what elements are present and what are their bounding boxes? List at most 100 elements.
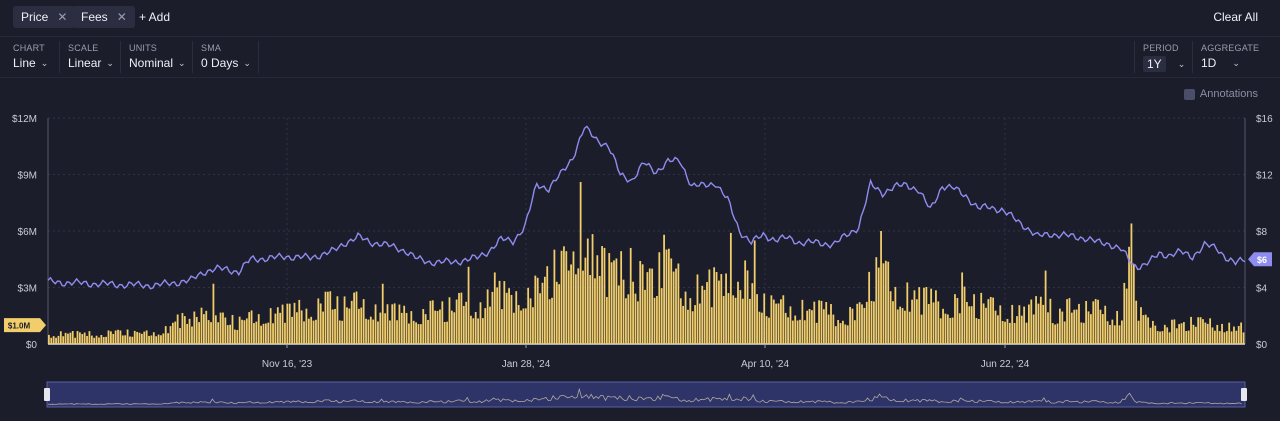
fees-bar bbox=[567, 270, 570, 344]
units-select[interactable]: UNITS Nominal ⌄ bbox=[129, 43, 186, 75]
scale-label: SCALE bbox=[68, 43, 99, 53]
add-metric-button[interactable]: + Add bbox=[139, 10, 171, 24]
period-select[interactable]: PERIOD 1Y ⌄ bbox=[1143, 43, 1185, 75]
fees-bar bbox=[403, 305, 406, 344]
fees-bar bbox=[1018, 305, 1021, 344]
fees-bar bbox=[970, 306, 973, 344]
chart-type-select[interactable]: CHART Line ⌄ bbox=[13, 43, 48, 75]
fees-bar bbox=[725, 273, 727, 344]
fees-bar bbox=[57, 335, 60, 344]
aggregate-select[interactable]: AGGREGATE 1D ⌄ bbox=[1201, 43, 1259, 75]
y-tick-label: $0 bbox=[26, 340, 38, 351]
divider bbox=[59, 41, 60, 73]
fees-bar bbox=[98, 337, 100, 344]
fees-bar bbox=[62, 336, 65, 344]
fees-bar bbox=[546, 266, 549, 344]
fees-bar bbox=[465, 301, 468, 344]
fees-bar bbox=[138, 332, 141, 344]
fees-bar bbox=[369, 316, 372, 344]
fees-bar bbox=[1235, 330, 1238, 344]
fees-bar bbox=[653, 297, 656, 344]
clear-all-button[interactable]: Clear All bbox=[1213, 10, 1258, 24]
fees-bar bbox=[1221, 323, 1223, 344]
fees-bar bbox=[1118, 325, 1121, 344]
fees-bar bbox=[911, 299, 913, 344]
fees-bar bbox=[603, 247, 606, 344]
fees-bar bbox=[267, 322, 270, 344]
annotations-toggle[interactable]: Annotations bbox=[1183, 88, 1258, 100]
fees-bar bbox=[1109, 324, 1111, 344]
fees-bar bbox=[143, 331, 146, 344]
fees-bar bbox=[427, 319, 429, 344]
fees-bar bbox=[660, 288, 663, 344]
fees-bar bbox=[338, 320, 341, 344]
chip-fees[interactable]: Fees ✕ bbox=[73, 6, 135, 28]
fees-bar bbox=[997, 315, 999, 344]
fees-bar bbox=[751, 283, 754, 344]
fees-bar bbox=[548, 299, 551, 344]
fees-bar bbox=[901, 308, 904, 344]
fees-bar bbox=[124, 335, 127, 344]
fees-bar bbox=[74, 337, 77, 344]
fees-bar bbox=[720, 274, 723, 344]
fees-bar bbox=[472, 318, 475, 344]
fees-bar bbox=[1242, 332, 1245, 344]
fees-bar bbox=[1106, 321, 1109, 344]
close-icon[interactable]: ✕ bbox=[116, 10, 127, 24]
close-icon[interactable]: ✕ bbox=[57, 10, 68, 24]
y-tick-label: $12M bbox=[12, 114, 37, 125]
fees-bar bbox=[982, 303, 985, 344]
fees-bar bbox=[663, 234, 665, 344]
fees-bar bbox=[524, 308, 527, 344]
fees-bar bbox=[665, 249, 668, 344]
fees-bar bbox=[248, 312, 251, 344]
fees-bar bbox=[1032, 314, 1035, 344]
fees-bar bbox=[994, 310, 997, 344]
sma-select[interactable]: SMA 0 Days ⌄ bbox=[201, 43, 251, 75]
chevron-down-icon: ⌄ bbox=[178, 57, 186, 68]
fees-bar bbox=[873, 301, 875, 344]
fees-bar bbox=[577, 268, 580, 344]
fees-bar bbox=[453, 312, 456, 344]
fees-bar bbox=[412, 320, 415, 344]
fees-bar bbox=[1187, 330, 1190, 344]
fees-bar bbox=[257, 314, 260, 344]
fees-bar bbox=[348, 308, 351, 344]
fees-bar bbox=[658, 252, 661, 344]
fees-bar bbox=[55, 337, 57, 344]
fees-bar bbox=[291, 316, 293, 344]
fees-bar bbox=[1023, 306, 1026, 344]
fees-bar bbox=[346, 307, 348, 344]
fees-bar bbox=[496, 287, 499, 344]
fees-bar bbox=[109, 331, 112, 344]
fees-bar bbox=[896, 309, 899, 344]
fees-bar bbox=[1001, 320, 1004, 344]
fees-bar bbox=[1016, 316, 1018, 344]
fees-bar bbox=[126, 329, 129, 344]
fees-bar bbox=[193, 311, 196, 344]
fees-bar bbox=[1218, 331, 1221, 344]
fees-bar bbox=[894, 286, 897, 344]
fees-bar bbox=[95, 335, 98, 344]
fees-bar bbox=[701, 285, 704, 344]
fees-bar bbox=[875, 257, 878, 344]
fees-bar bbox=[648, 268, 651, 344]
scale-select[interactable]: SCALE Linear ⌄ bbox=[68, 43, 114, 75]
fees-bar bbox=[944, 313, 947, 344]
chip-price[interactable]: Price ✕ bbox=[13, 6, 76, 28]
fees-bar bbox=[899, 306, 902, 344]
fees-bar bbox=[90, 335, 93, 344]
divider bbox=[120, 41, 121, 73]
fees-bar bbox=[145, 330, 148, 344]
fees-bar bbox=[1178, 324, 1181, 344]
fees-bar bbox=[853, 320, 856, 344]
fees-bar bbox=[734, 297, 737, 344]
fees-bar bbox=[968, 306, 971, 344]
fees-bar bbox=[670, 258, 673, 344]
fees-bar bbox=[1199, 317, 1202, 344]
fees-bar bbox=[1094, 298, 1097, 344]
fees-bar bbox=[269, 308, 272, 344]
fees-bar bbox=[372, 319, 375, 344]
fees-bar bbox=[374, 304, 377, 344]
fees-bar bbox=[882, 263, 885, 344]
